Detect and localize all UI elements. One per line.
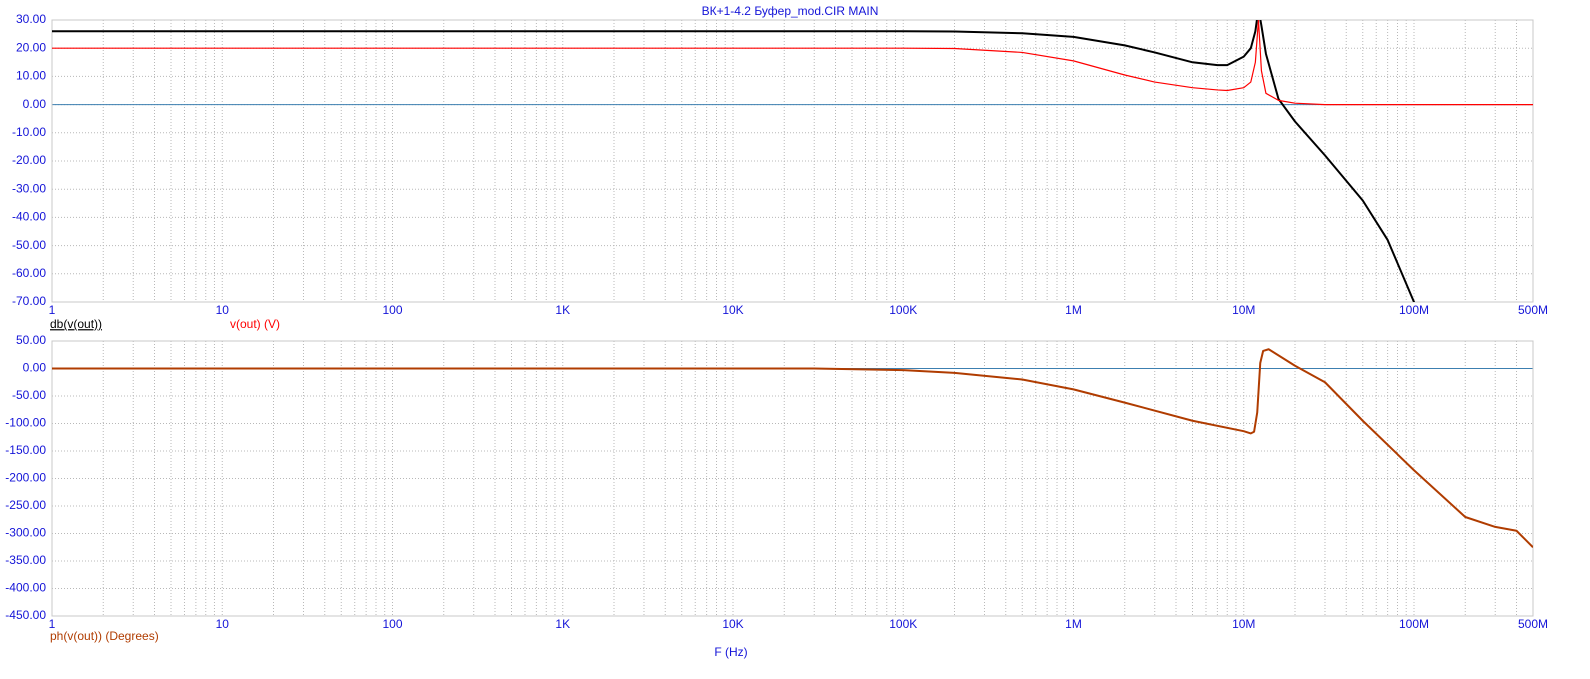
- y-tick-label: 30.00: [16, 12, 46, 26]
- y-tick-label: -300.00: [5, 526, 46, 540]
- x-tick-label: 1: [49, 617, 56, 631]
- y-tick-label: -10.00: [12, 125, 46, 139]
- x-tick-label: 500M: [1518, 303, 1548, 317]
- x-tick-label: 100: [382, 303, 402, 317]
- y-tick-label: -30.00: [12, 181, 46, 195]
- series-line: [52, 348, 1533, 548]
- y-tick-label: -60.00: [12, 266, 46, 280]
- y-tick-label: -40.00: [12, 210, 46, 224]
- y-tick-label: -70.00: [12, 294, 46, 308]
- y-tick-label: -100.00: [5, 416, 46, 430]
- y-tick-label: -50.00: [12, 238, 46, 252]
- x-tick-label: 10M: [1232, 303, 1255, 317]
- y-tick-label: 0.00: [23, 97, 47, 111]
- x-tick-label: 100: [382, 617, 402, 631]
- y-tick-label: -200.00: [5, 471, 46, 485]
- x-tick-label: 1K: [555, 303, 570, 317]
- plot-frame: [51, 340, 1534, 617]
- y-tick-label: 20.00: [16, 40, 46, 54]
- x-tick-label: 100K: [889, 303, 917, 317]
- y-tick-label: -250.00: [5, 498, 46, 512]
- x-tick-label: 1M: [1065, 617, 1082, 631]
- x-tick-label: 100M: [1399, 303, 1429, 317]
- y-tick-label: -150.00: [5, 443, 46, 457]
- x-tick-label: 1M: [1065, 303, 1082, 317]
- x-tick-label: 1: [49, 303, 56, 317]
- legend-label: v(out) (V): [230, 317, 280, 331]
- y-tick-label: -400.00: [5, 581, 46, 595]
- x-tick-label: 10K: [722, 303, 743, 317]
- y-tick-label: -350.00: [5, 553, 46, 567]
- x-axis-label: F (Hz): [714, 645, 747, 659]
- x-tick-label: 10K: [722, 617, 743, 631]
- series-line: [52, 20, 1416, 302]
- x-tick-label: 100K: [889, 617, 917, 631]
- y-tick-label: -20.00: [12, 153, 46, 167]
- x-tick-label: 10M: [1232, 617, 1255, 631]
- legend-label: db(v(out)): [50, 317, 102, 331]
- y-tick-label: -50.00: [12, 388, 46, 402]
- x-tick-label: 10: [216, 303, 230, 317]
- series-line: [52, 20, 1533, 106]
- y-tick-label: -450.00: [5, 608, 46, 622]
- x-tick-label: 500M: [1518, 617, 1548, 631]
- y-tick-label: 50.00: [16, 333, 46, 347]
- x-tick-label: 100M: [1399, 617, 1429, 631]
- y-tick-label: 0.00: [23, 361, 47, 375]
- chart-title: ВК+1-4.2 Буфер_mod.CIR MAIN: [702, 4, 879, 18]
- x-tick-label: 1K: [555, 617, 570, 631]
- plot-frame: [51, 19, 1534, 303]
- legend-label: ph(v(out)) (Degrees): [50, 629, 159, 643]
- x-tick-label: 10: [216, 617, 230, 631]
- y-tick-label: 10.00: [16, 69, 46, 83]
